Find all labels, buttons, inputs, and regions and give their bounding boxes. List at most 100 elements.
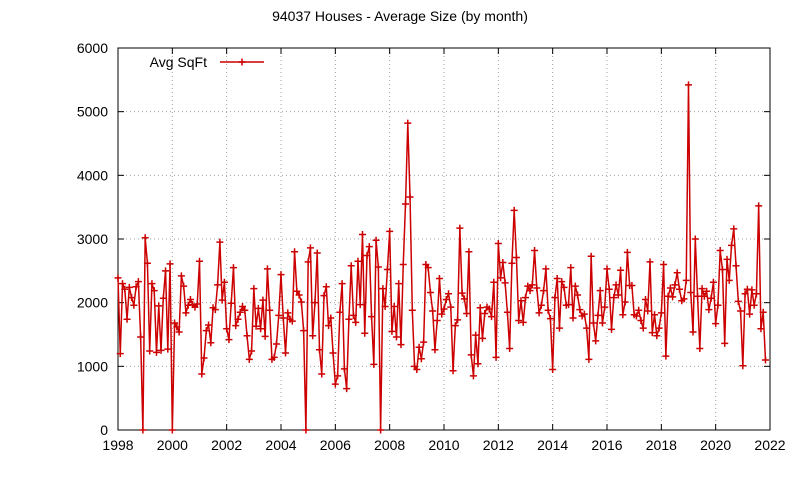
- data-point: [716, 246, 724, 254]
- data-point: [546, 315, 554, 323]
- data-point: [467, 351, 475, 359]
- data-point: [555, 324, 563, 332]
- data-point: [614, 291, 622, 299]
- data-point: [420, 338, 428, 346]
- data-point: [223, 325, 231, 333]
- x-tick-label: 2004: [265, 437, 296, 453]
- data-point: [603, 265, 611, 273]
- data-point: [653, 332, 661, 340]
- data-point: [261, 332, 269, 340]
- data-point: [386, 227, 394, 235]
- data-point: [644, 307, 652, 315]
- data-point: [723, 255, 731, 263]
- data-point: [617, 266, 625, 274]
- data-point: [685, 81, 692, 89]
- data-point: [139, 426, 147, 434]
- data-point: [275, 311, 283, 319]
- data-point: [148, 280, 156, 288]
- x-tick-label: 2016: [591, 437, 622, 453]
- data-point: [759, 308, 767, 316]
- data-point: [119, 280, 127, 288]
- data-point: [691, 235, 699, 243]
- x-tick-label: 2020: [700, 437, 731, 453]
- data-point: [236, 308, 244, 316]
- data-point: [318, 370, 326, 378]
- data-point: [383, 266, 391, 274]
- data-point: [551, 294, 559, 302]
- data-point: [574, 291, 582, 299]
- data-point: [327, 314, 335, 322]
- data-point: [150, 287, 158, 295]
- data-point: [592, 337, 600, 345]
- y-tick-label: 5000: [77, 104, 108, 120]
- data-point: [220, 278, 228, 286]
- x-axis-tick-labels: 1998 2000 2002 2004 2006 2008 2010 2012 2014 2016…: [102, 437, 785, 453]
- data-point: [125, 283, 133, 291]
- data-point: [494, 239, 502, 247]
- data-point: [689, 328, 697, 336]
- data-point: [632, 312, 640, 320]
- data-point: [202, 327, 210, 335]
- data-point: [512, 253, 520, 261]
- data-point: [134, 278, 142, 286]
- data-point: [601, 303, 609, 311]
- data-point: [266, 306, 274, 314]
- data-point: [331, 380, 339, 388]
- data-point: [660, 260, 668, 268]
- data-point: [279, 314, 287, 322]
- data-point: [447, 303, 455, 311]
- data-point: [175, 328, 183, 336]
- data-point: [234, 315, 242, 323]
- data-point: [415, 343, 423, 351]
- data-point: [259, 296, 267, 304]
- data-point: [565, 301, 573, 309]
- data-point: [374, 263, 382, 271]
- data-point: [381, 302, 389, 310]
- data-point: [363, 252, 371, 260]
- data-point: [399, 260, 407, 268]
- grid-lines: [118, 48, 770, 430]
- data-point: [137, 333, 145, 341]
- data-point: [449, 367, 457, 375]
- data-point: [594, 311, 602, 319]
- data-point: [662, 352, 670, 360]
- data-point: [610, 294, 618, 302]
- data-point: [589, 319, 597, 327]
- data-point: [750, 301, 758, 309]
- data-point: [451, 322, 459, 330]
- data-point: [263, 265, 271, 273]
- data-point: [531, 246, 539, 254]
- data-point: [438, 310, 446, 318]
- data-point: [501, 279, 509, 287]
- data-point: [424, 264, 432, 272]
- data-point: [737, 307, 745, 315]
- data-point: [522, 294, 529, 302]
- data-point: [497, 274, 505, 282]
- data-point: [121, 285, 129, 293]
- data-point: [311, 299, 319, 307]
- data-point: [621, 298, 629, 306]
- data-point: [619, 311, 627, 319]
- data-point: [442, 295, 450, 303]
- x-tick-label: 2018: [646, 437, 677, 453]
- data-point: [510, 206, 518, 214]
- data-point: [205, 321, 213, 329]
- data-point: [718, 266, 726, 274]
- data-point: [277, 271, 285, 279]
- data-point: [141, 234, 149, 242]
- data-point: [291, 248, 299, 256]
- data-point: [458, 289, 466, 297]
- data-point: [725, 276, 733, 284]
- x-tick-label: 2006: [320, 437, 351, 453]
- data-point: [549, 366, 557, 374]
- data-point: [637, 316, 645, 324]
- data-point: [143, 259, 151, 267]
- data-point: [397, 341, 405, 349]
- data-point: [728, 241, 736, 249]
- data-point: [345, 315, 353, 323]
- chart-title: 94037 Houses - Average Size (by month): [272, 8, 528, 24]
- data-point: [354, 257, 362, 265]
- data-point: [456, 224, 464, 232]
- data-point: [388, 327, 396, 335]
